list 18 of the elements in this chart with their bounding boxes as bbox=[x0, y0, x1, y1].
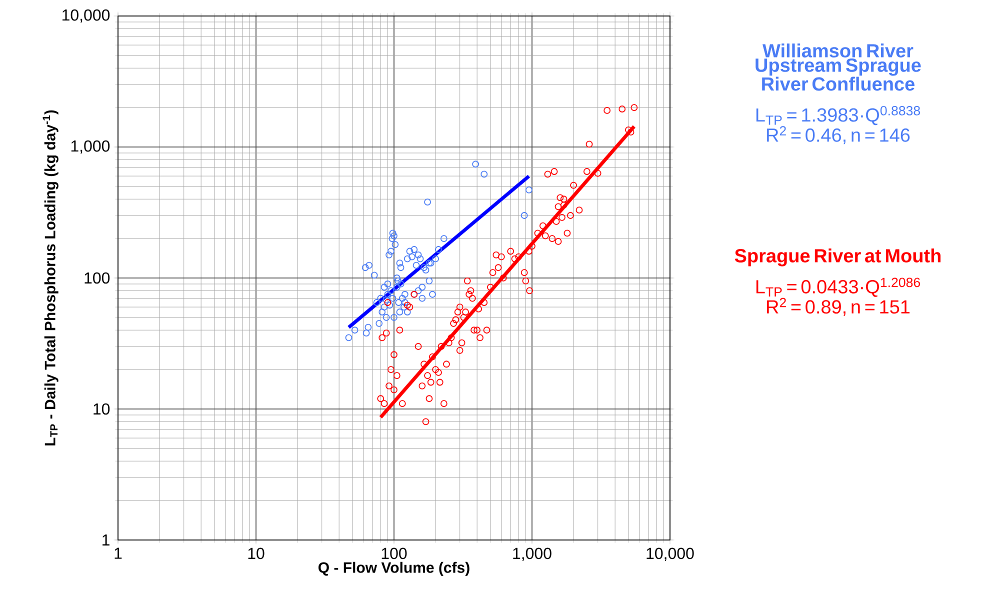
x-axis-title: Q - Flow Volume (cfs) bbox=[318, 562, 470, 576]
y-tick-label: 10,000 bbox=[62, 9, 110, 23]
x-tick-label: 1,000 bbox=[513, 548, 552, 561]
y-tick-label: 1,000 bbox=[71, 140, 110, 154]
text: Sprague River at Mouth bbox=[734, 248, 941, 266]
x-tick-label: 100 bbox=[382, 548, 407, 560]
x-tick-label: 10 bbox=[248, 548, 264, 560]
text: L$_{TP}$ = 0.0433·Q$^{1.2086}$ bbox=[756, 278, 920, 297]
text: R$^{2}$ = 0.46, n = 146 bbox=[767, 126, 910, 144]
y-tick-label: 100 bbox=[84, 272, 110, 284]
text: R$^{2}$ = 0.89, n = 151 bbox=[767, 298, 910, 316]
text: Williamson River Upstream Sprague River Confluence bbox=[756, 44, 921, 91]
y-tick-label: 1 bbox=[102, 534, 110, 546]
y-tick-label: 10 bbox=[94, 403, 110, 415]
text: L$_{TP}$ = 1.3983·Q$^{0.8838}$ bbox=[756, 106, 920, 126]
x-tick-label: 10,000 bbox=[646, 548, 694, 561]
x-tick-label: 1 bbox=[114, 548, 122, 559]
y-axis-title: L$_{TP}$ - Daily Total Phosphorus Loading (kg day$^{-1}$) bbox=[42, 110, 58, 446]
